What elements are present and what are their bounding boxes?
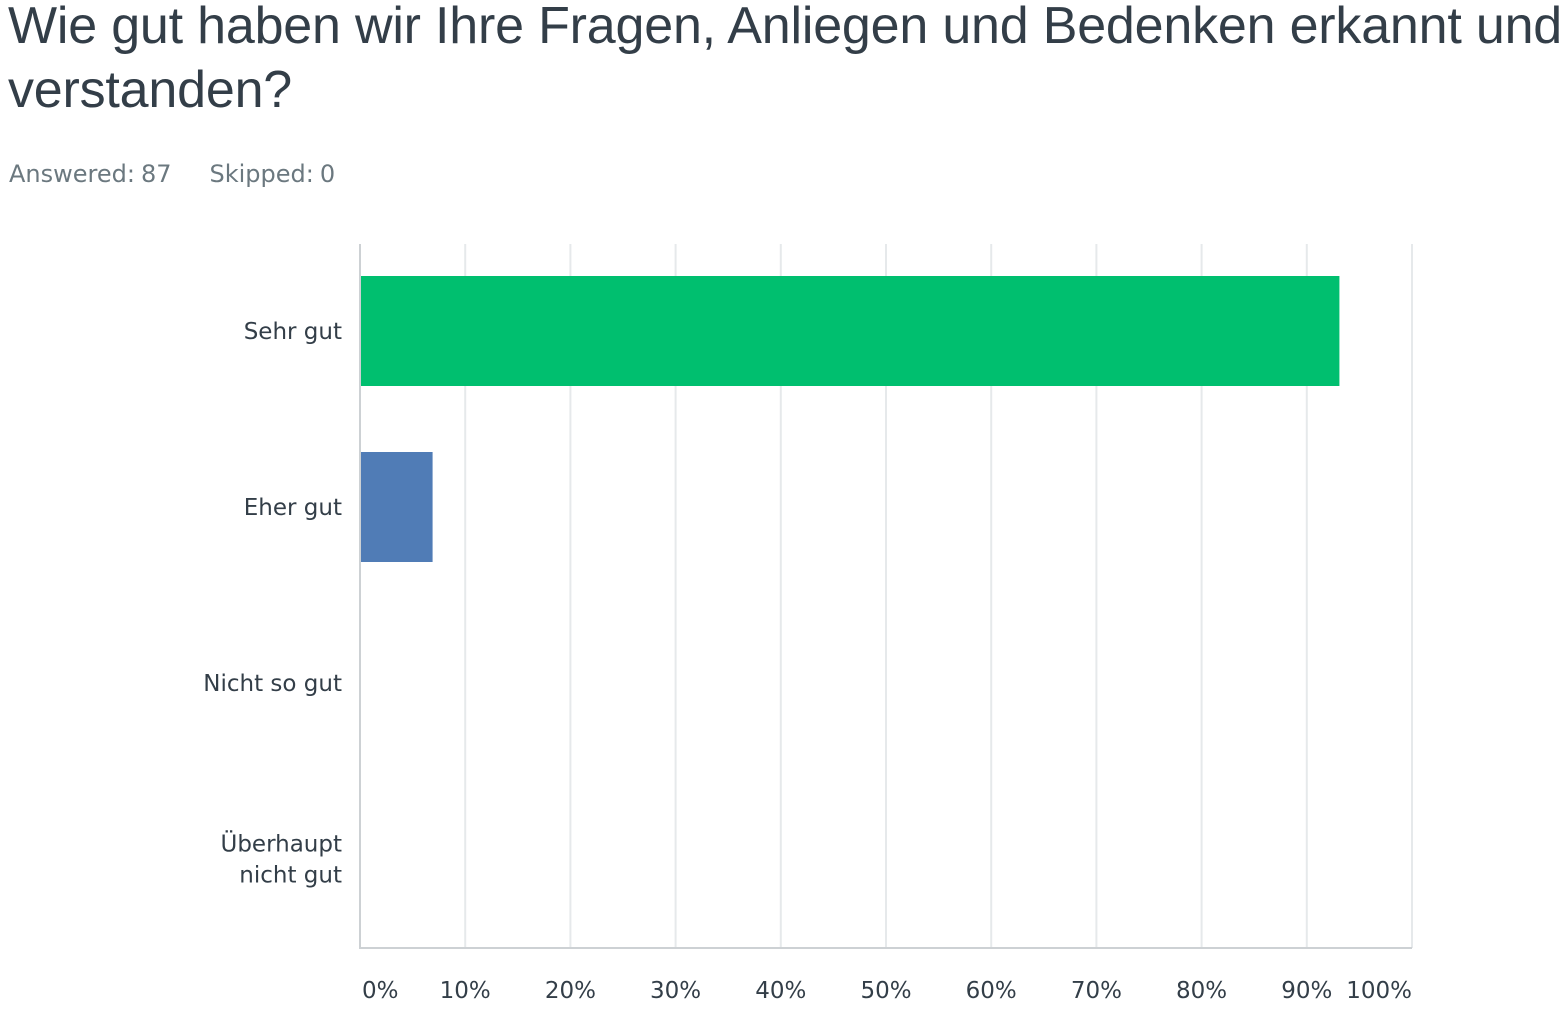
category-label: Überhaupt nicht gut xyxy=(220,830,342,889)
bar xyxy=(361,452,433,562)
x-tick-label: 20% xyxy=(545,978,596,1004)
answered-count: 87 xyxy=(140,160,172,188)
x-tick-label: 40% xyxy=(755,978,806,1004)
category-label-line: Nicht so gut xyxy=(203,671,342,697)
skipped-stat: Skipped: 0 xyxy=(210,160,336,188)
answered-label: Answered: xyxy=(9,160,135,188)
question-title: Wie gut haben wir Ihre Fragen, Anliegen … xyxy=(8,0,1563,119)
x-tick-label: 80% xyxy=(1176,978,1227,1004)
skipped-count: 0 xyxy=(319,160,336,188)
x-tick-label: 60% xyxy=(966,978,1017,1004)
x-tick-label: 90% xyxy=(1281,978,1332,1004)
response-stats: Answered: 87 Skipped: 0 xyxy=(9,160,335,188)
x-tick-label: 100% xyxy=(1346,978,1412,1004)
category-label-line: Überhaupt xyxy=(220,830,342,858)
skipped-label: Skipped: xyxy=(209,160,314,188)
x-tick-label: 10% xyxy=(440,978,491,1004)
category-label-line: Eher gut xyxy=(244,495,342,521)
bar xyxy=(361,276,1340,386)
category-label: Sehr gut xyxy=(244,319,342,345)
category-label-line: nicht gut xyxy=(239,863,342,889)
x-tick-label: 0% xyxy=(362,978,399,1004)
category-label: Eher gut xyxy=(244,495,342,521)
x-tick-label: 70% xyxy=(1071,978,1122,1004)
category-label: Nicht so gut xyxy=(203,671,342,697)
x-tick-label: 30% xyxy=(650,978,701,1004)
category-label-line: Sehr gut xyxy=(244,319,342,345)
answered-stat: Answered: 87 xyxy=(9,160,172,188)
x-tick-label: 50% xyxy=(860,978,911,1004)
